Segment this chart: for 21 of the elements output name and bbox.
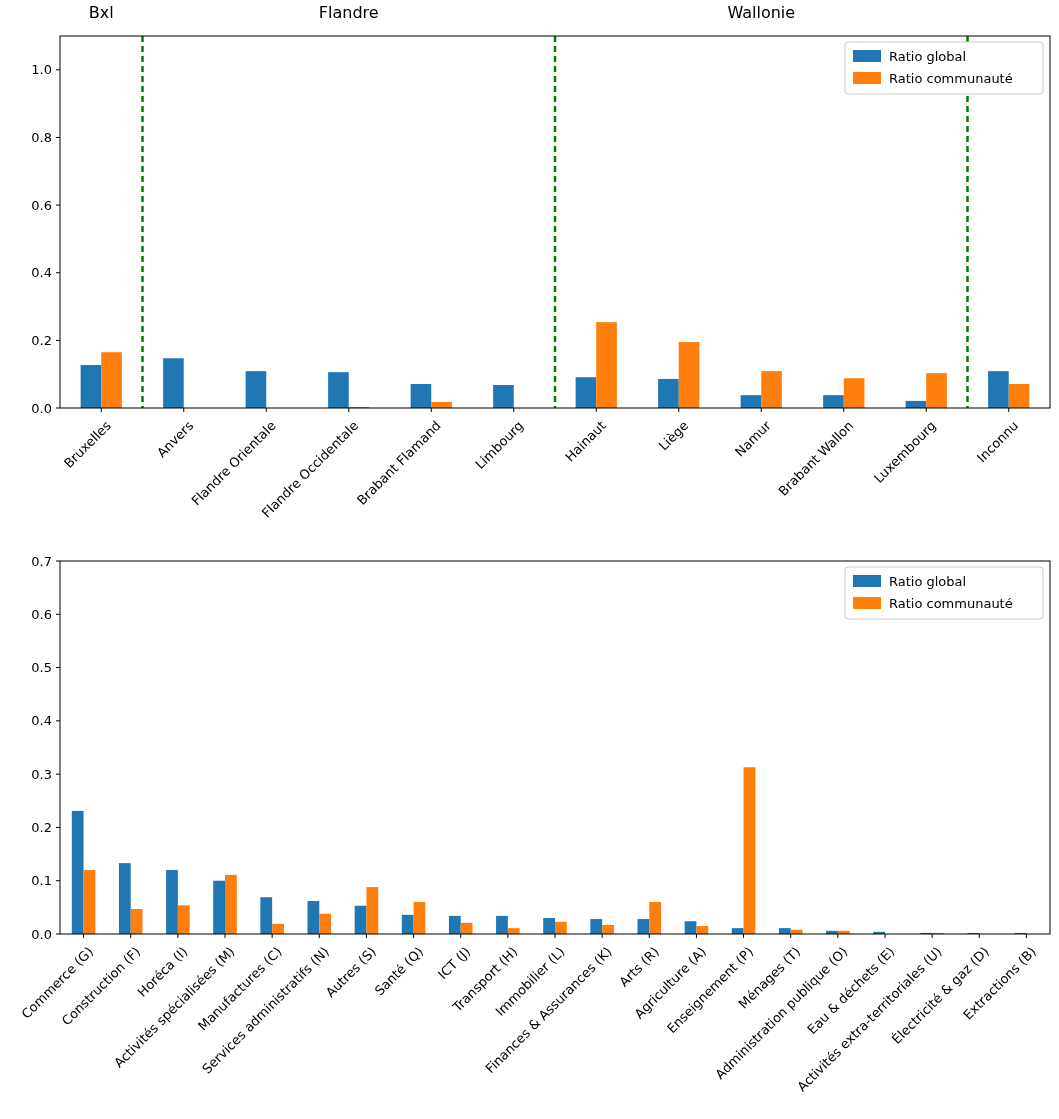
y-tick-label: 0.4 — [31, 713, 52, 729]
y-tick-label: 0.0 — [31, 926, 52, 942]
y-tick-label: 0.2 — [31, 332, 52, 348]
text: Bxl — [88, 3, 114, 22]
y-tick-label: 1.0 — [31, 62, 52, 78]
legend-label: Ratio communauté — [889, 70, 1013, 86]
y-tick-label: 0.6 — [31, 606, 52, 622]
y-tick-label: 0.6 — [31, 197, 52, 213]
y-tick-label: 0.4 — [31, 265, 52, 281]
legend-label: Ratio global — [889, 48, 967, 64]
y-tick-label: 0.7 — [31, 553, 52, 569]
y-tick-label: 0.3 — [31, 766, 52, 782]
y-tick-label: 0.1 — [31, 873, 52, 889]
legend-label: Ratio global — [889, 573, 967, 589]
text: Wallonie — [727, 3, 796, 22]
text: Flandre — [318, 3, 379, 22]
y-tick-label: 0.2 — [31, 819, 52, 835]
y-tick-label: 0.8 — [31, 130, 52, 145]
y-tick-label: 0.5 — [31, 660, 52, 676]
y-tick-label: 0.0 — [31, 400, 52, 416]
legend-label: Ratio communauté — [889, 595, 1013, 611]
